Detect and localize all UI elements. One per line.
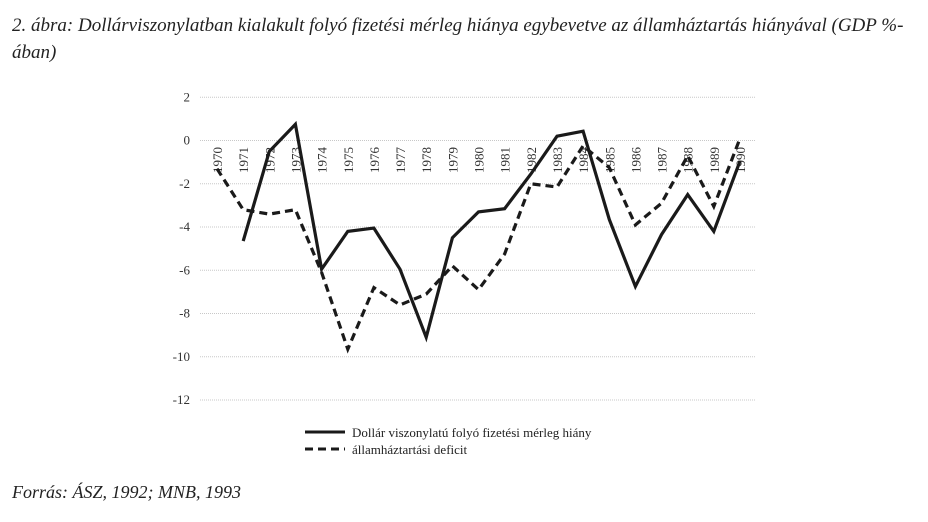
x-tick-label: 1981 xyxy=(498,147,513,173)
y-tick-label: 2 xyxy=(184,89,191,104)
series-line-dashed xyxy=(215,137,742,354)
y-tick-label: -12 xyxy=(173,392,190,407)
x-tick-label: 1976 xyxy=(367,147,382,174)
source-note: Forrás: ÁSZ, 1992; MNB, 1993 xyxy=(12,482,241,502)
x-tick-label: 1986 xyxy=(628,147,643,174)
y-tick-label: -2 xyxy=(179,176,190,191)
x-tick-label: 1978 xyxy=(419,147,434,173)
legend-label-current-account: Dollár viszonylatú folyó fizetési mérleg… xyxy=(352,425,592,440)
x-tick-label: 1974 xyxy=(315,147,330,174)
x-tick-label: 1987 xyxy=(655,147,670,174)
y-tick-label: -4 xyxy=(179,219,190,234)
y-tick-label: -10 xyxy=(173,349,190,364)
y-tick-label: -8 xyxy=(179,306,190,321)
x-tick-label: 1982 xyxy=(524,147,539,173)
x-tick-label: 1975 xyxy=(341,147,356,173)
x-tick-label: 1989 xyxy=(707,147,722,173)
x-tick-label: 1979 xyxy=(445,147,460,173)
x-tick-label: 1990 xyxy=(733,147,748,173)
x-tick-label: 1970 xyxy=(210,147,225,173)
y-tick-label: 0 xyxy=(184,133,191,148)
chart-title: 2. ábra: Dollárviszonylatban kialakult f… xyxy=(12,15,904,63)
legend-label-budget-deficit: államháztartási deficit xyxy=(352,442,468,457)
x-tick-label: 1980 xyxy=(472,147,487,173)
y-tick-label: -6 xyxy=(179,262,190,277)
x-tick-label: 1977 xyxy=(393,147,408,174)
x-tick-label: 1983 xyxy=(550,147,565,173)
x-tick-label: 1971 xyxy=(236,147,251,173)
series-line-solid xyxy=(241,120,742,343)
legend: Dollár viszonylatú folyó fizetési mérleg… xyxy=(305,425,592,457)
